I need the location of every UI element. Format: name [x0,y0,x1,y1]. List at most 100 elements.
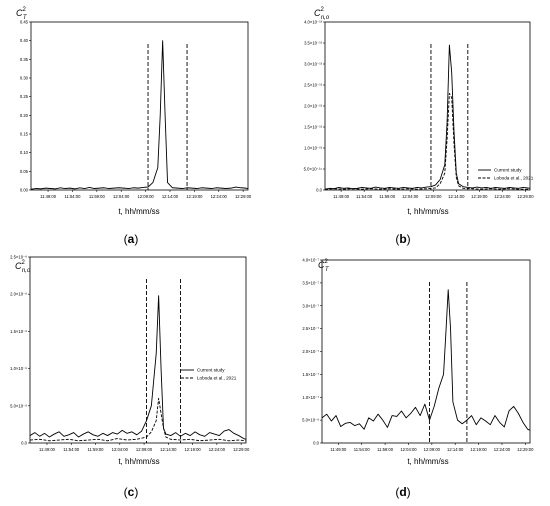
y-tick-label: 2.5×10⁻⁸ [10,255,27,260]
y-axis-label-sub: T [23,15,28,21]
y-axis-label-sup: 2 [23,7,27,13]
series-line-solid [29,295,247,440]
legend: Current study Loboda et al., 2021 [478,168,534,181]
x-tick-label: 11:54:00 [356,194,373,199]
x-tick-label: 11:49:00 [40,194,57,199]
y-tick-label: 4.0×10⁻¹³ [304,20,323,25]
y-tick-label: 1.0×10⁻¹³ [304,146,323,151]
panel-label-letter: a [128,232,135,246]
x-tick-label: 11:59:00 [377,447,394,452]
x-tick-label: 12:04:00 [402,194,419,199]
x-tick-label: 12:09:00 [137,194,154,199]
y-axis-label: C2 T [318,259,330,273]
legend-label: Loboda et al., 2021 [494,176,534,181]
legend-label: Current study [197,368,225,373]
x-tick-label: 11:59:00 [379,194,396,199]
x-axis-label: t, hh/mm/ss [407,457,448,466]
y-tick-label: 0.40 [20,38,29,43]
y-tick-label: 3.0×10⁻¹³ [304,62,323,67]
x-tick-label: 12:14:00 [162,194,179,199]
y-tick-label: 0.0 [313,441,319,446]
x-tick-label: 12:14:00 [447,447,464,452]
plot-frame [29,256,247,444]
panel-label-open: ( [395,232,399,246]
x-tick-label: 12:04:00 [113,194,130,199]
y-tick-label: 5.0×10⁻⁸ [10,403,27,408]
x-axis-label: t, hh/mm/ss [118,207,159,216]
plot-frame [324,21,531,191]
series-line-solid [324,44,531,190]
plot-frame [30,21,249,191]
y-axis-label-sub: T [325,267,330,273]
y-axis-label: C2 n,o [15,260,31,274]
x-tick-label: 11:49:00 [330,447,347,452]
panel-label-close: ) [407,485,411,499]
y-tick-label: 2.5×10⁻¹³ [304,83,323,88]
y-axis-label: C2 n,o [314,7,330,21]
series-line-dashed [29,397,247,442]
y-tick-label: 0.0 [21,441,27,446]
y-axis-label-sup: 2 [325,259,329,265]
y-axis-label-base: C [318,260,325,270]
legend-label: Loboda et al., 2021 [197,376,237,381]
panel-label-letter: c [128,485,135,499]
x-tick-label: 12:29:00 [235,194,252,199]
x-tick-label: 12:09:00 [136,447,153,452]
x-tick-label: 12:24:00 [494,194,511,199]
chart-panel-a: 0.00 0.05 0.10 0.15 0.20 0.25 0.30 0.35 0.40 0.45… [16,7,252,246]
y-tick-label: 3.5×10⁻¹³ [304,41,323,46]
x-axis-label: t, hh/mm/ss [118,457,159,466]
legend: Current study Loboda et al., 2021 [181,368,237,381]
y-tick-label: 0.05 [20,169,29,174]
y-axis-label: C2 T [16,7,28,21]
plot-frame [321,259,531,444]
y-tick-label: 2.0×10⁻⁸ [10,292,27,297]
x-tick-label: 11:59:00 [88,447,105,452]
x-tick-label: 12:19:00 [471,194,488,199]
y-axis-label-sub: n,o [321,15,330,21]
panel-label: (c) [124,485,139,499]
x-tick-label: 12:24:00 [211,194,228,199]
y-tick-label: 2.0×10⁻¹³ [304,104,323,109]
x-tick-label: 12:04:00 [112,447,129,452]
y-axis-label-base: C [15,261,22,271]
series-line-solid [30,40,249,190]
y-tick-label: 0.0 [316,188,322,193]
y-tick-label: 0.35 [20,57,29,62]
x-tick-label: 12:14:00 [448,194,465,199]
panel-label: (b) [395,232,410,246]
x-tick-label: 12:29:00 [233,447,250,452]
x-tick-label: 11:49:00 [39,447,56,452]
x-tick-label: 12:19:00 [186,194,203,199]
y-tick-label: 3.5×10⁻⁷ [302,280,319,285]
y-axis-label-base: C [314,8,321,18]
x-tick-label: 11:49:00 [333,194,350,199]
y-tick-label: 1.5×10⁻⁸ [10,329,27,334]
panel-label-letter: b [399,232,406,246]
y-axis-label-base: C [16,8,23,18]
y-tick-label: 2.0×10⁻⁷ [302,349,319,354]
y-tick-label: 4.0×10⁻⁷ [302,258,319,263]
y-tick-label: 0.25 [20,94,29,99]
x-axis-label: t, hh/mm/ss [407,207,448,216]
panel-label-close: ) [134,232,138,246]
y-tick-label: 0.00 [20,188,29,193]
y-tick-label: 0.15 [20,132,29,137]
x-tick-label: 12:19:00 [184,447,201,452]
chart-panel-c: 0.0 5.0×10⁻⁸ 1.0×10⁻⁸ 1.5×10⁻⁸ 2.0×10⁻⁸ 2.5×1… [10,255,250,500]
y-tick-label: 1.5×10⁻⁷ [302,372,319,377]
x-tick-label: 12:04:00 [400,447,417,452]
legend-label: Current study [494,168,522,173]
series-line-dashed [324,92,530,190]
chart-panel-b: 0.0 5.0×10⁻¹⁴ 1.0×10⁻¹³ 1.5×10⁻¹³ 2.0×10⁻¹³ 2… [304,7,535,246]
panel-label: (a) [124,232,139,246]
x-tick-label: 11:54:00 [63,447,80,452]
series-line-solid [321,289,531,431]
x-tick-label: 11:54:00 [64,194,81,199]
y-axis-label-sup: 2 [22,260,26,266]
y-tick-label: 0.45 [20,20,29,25]
y-tick-label: 5.0×10⁻¹⁴ [304,167,323,172]
y-tick-label: 1.0×10⁻⁸ [10,366,27,371]
panel-label-open: ( [124,232,128,246]
x-tick-label: 12:14:00 [160,447,177,452]
